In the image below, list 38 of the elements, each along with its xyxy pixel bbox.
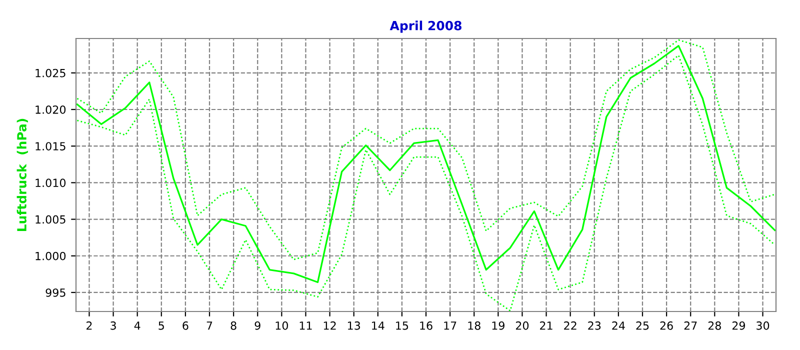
x-tick-label: 19 bbox=[492, 321, 504, 330]
x-tick-label: 20 bbox=[516, 321, 529, 330]
x-tick-label: 8 bbox=[230, 321, 236, 330]
x-tick-label: 13 bbox=[348, 321, 360, 330]
x-tick-label: 30 bbox=[756, 321, 770, 330]
x-tick-label: 29 bbox=[732, 321, 746, 330]
y-tick-label: 1.005 bbox=[36, 215, 66, 224]
x-tick-label: 4 bbox=[134, 322, 140, 330]
x-tick-label: 7 bbox=[206, 322, 212, 330]
x-tick-label: 25 bbox=[636, 321, 649, 330]
y-tick-label: 995 bbox=[46, 288, 66, 297]
x-tick-label: 15 bbox=[396, 322, 408, 330]
x-tick-label: 21 bbox=[540, 321, 552, 330]
x-tick-label: 12 bbox=[324, 321, 336, 330]
x-tick-label: 6 bbox=[182, 321, 188, 330]
y-tick-label: 1.015 bbox=[36, 142, 66, 150]
x-tick-label: 16 bbox=[420, 321, 432, 330]
y-tick-label: 1.025 bbox=[36, 68, 66, 78]
x-tick-label: 10 bbox=[276, 321, 288, 330]
x-tick-label: 28 bbox=[708, 321, 721, 330]
x-tick-label: 2 bbox=[86, 321, 92, 330]
y-tick-label: 1.000 bbox=[36, 252, 66, 260]
x-tick-label: 17 bbox=[444, 322, 456, 330]
x-tick-label: 5 bbox=[158, 322, 164, 330]
x-tick-label: 24 bbox=[612, 321, 625, 330]
x-tick-label: 14 bbox=[372, 322, 384, 330]
x-tick-label: 22 bbox=[564, 321, 576, 330]
y-tick-label: 1.020 bbox=[36, 105, 66, 114]
x-tick-label: 27 bbox=[684, 321, 697, 330]
x-tick-label: 11 bbox=[300, 322, 312, 330]
x-tick-label: 3 bbox=[110, 321, 116, 330]
x-tick-label: 26 bbox=[660, 321, 673, 330]
y-tick-label: 1.010 bbox=[36, 178, 66, 188]
x-tick-label: 9 bbox=[254, 321, 260, 330]
y-axis-title: Luftdruck (hPa) bbox=[16, 118, 28, 232]
x-tick-label: 23 bbox=[588, 321, 601, 330]
x-tick-label: 18 bbox=[468, 321, 480, 330]
chart-title: April 2008 bbox=[390, 20, 462, 33]
